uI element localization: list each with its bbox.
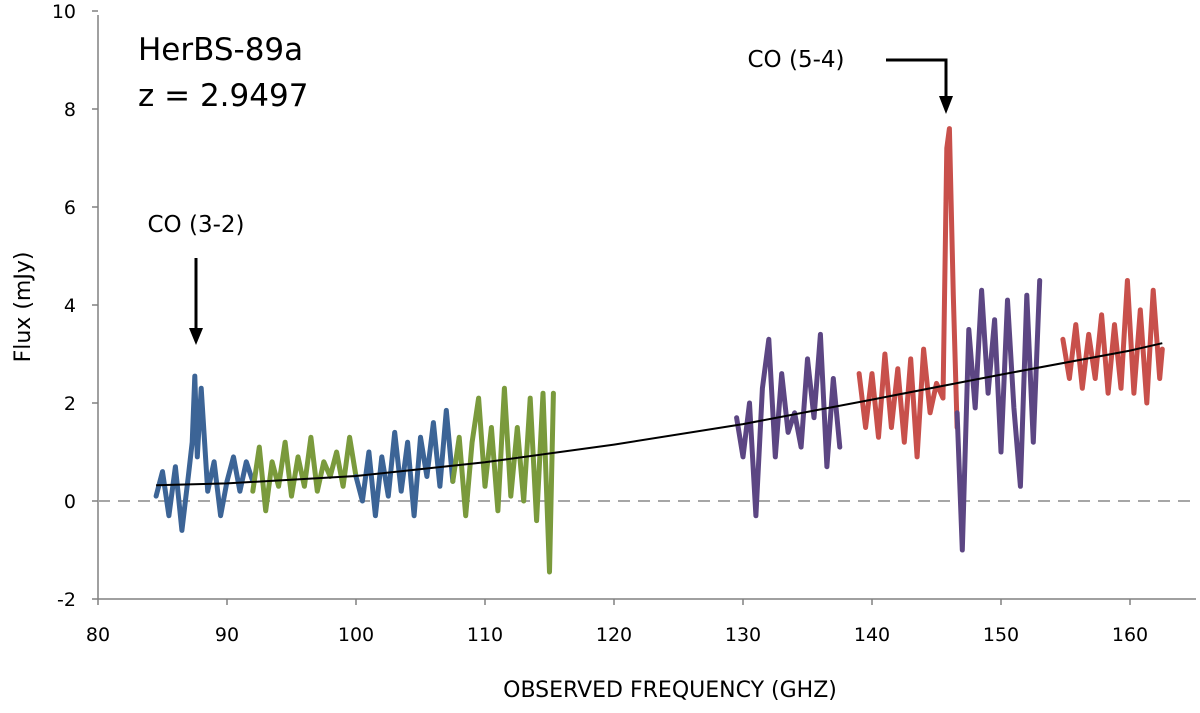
co32-line-label: CO (3-2) bbox=[148, 212, 245, 238]
x-tick-label: 90 bbox=[215, 624, 239, 646]
y-ticks: -2 0 2 4 6 8 10 bbox=[52, 1, 98, 611]
spectrum-segment-4 bbox=[450, 385, 556, 575]
spectrum-segment-6 bbox=[856, 126, 960, 460]
series-group bbox=[153, 126, 1165, 575]
co54-line-label: CO (5-4) bbox=[748, 47, 845, 73]
spectrum-segment-5 bbox=[734, 331, 843, 519]
y-tick-label: 2 bbox=[64, 393, 76, 415]
x-tick-label: 150 bbox=[983, 624, 1019, 646]
continuum-fit-group bbox=[156, 342, 1163, 487]
x-tick-label: 100 bbox=[338, 624, 374, 646]
redshift-label: z = 2.9497 bbox=[138, 78, 308, 114]
y-axis-title: Flux (mJy) bbox=[11, 252, 36, 363]
x-tick-label: 140 bbox=[854, 624, 890, 646]
x-tick-label: 160 bbox=[1112, 624, 1148, 646]
co32-arrow bbox=[189, 258, 203, 345]
x-tick-label: 110 bbox=[467, 624, 503, 646]
source-name-label: HerBS-89a bbox=[138, 32, 303, 68]
spectrum-segment-2 bbox=[250, 434, 359, 514]
x-axis-title: OBSERVED FREQUENCY (GHZ) bbox=[503, 678, 837, 703]
y-tick-label: -2 bbox=[57, 589, 76, 611]
x-tick-label: 80 bbox=[86, 624, 110, 646]
spectrum-segment-3 bbox=[353, 407, 456, 519]
spectrum-segment-8 bbox=[1060, 278, 1165, 406]
co54-arrow bbox=[886, 58, 953, 114]
y-tick-label: 8 bbox=[64, 99, 76, 121]
continuum-fit-line bbox=[156, 342, 1163, 487]
spectrum-segment-1 bbox=[153, 373, 256, 533]
y-tick-label: 6 bbox=[64, 197, 76, 219]
y-tick-label: 4 bbox=[64, 295, 76, 317]
y-tick-label: 0 bbox=[64, 491, 76, 513]
x-tick-label: 130 bbox=[725, 624, 761, 646]
y-tick-label: 10 bbox=[52, 1, 76, 23]
spectrum-segment-7 bbox=[954, 278, 1043, 553]
x-tick-label: 120 bbox=[596, 624, 632, 646]
x-ticks: 80 90 100 110 120 130 140 150 160 bbox=[86, 599, 1148, 646]
